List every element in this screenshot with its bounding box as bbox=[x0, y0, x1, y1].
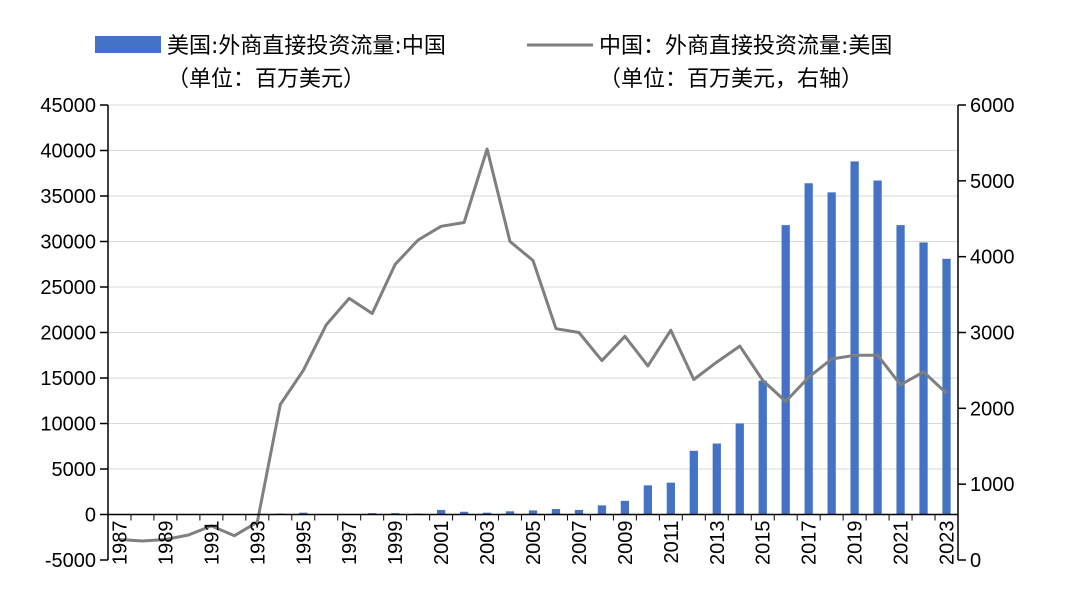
bar-2005 bbox=[528, 510, 538, 515]
x-tick-label: 1987 bbox=[109, 521, 131, 566]
bar-2008 bbox=[597, 505, 607, 515]
bar-2010 bbox=[643, 485, 652, 515]
gridlines bbox=[108, 104, 958, 470]
bar-2012 bbox=[689, 450, 698, 515]
x-tick-label: 2023 bbox=[937, 521, 959, 566]
legend-bar-unit: （单位：百万美元） bbox=[167, 67, 365, 92]
x-tick-label: 2021 bbox=[891, 521, 913, 566]
bar-2013 bbox=[712, 443, 721, 515]
bar-2019 bbox=[850, 161, 859, 515]
legend: 美国:外商直接投资流量:中国 （单位：百万美元） 中国：外商直接投资流量:美国 … bbox=[95, 34, 892, 92]
bar-2007 bbox=[574, 509, 584, 515]
bar-2014 bbox=[735, 423, 744, 515]
bar-2015 bbox=[758, 380, 767, 515]
line-series bbox=[119, 147, 948, 543]
x-tick-label: 1989 bbox=[155, 521, 177, 566]
left-tick-label: 10000 bbox=[40, 414, 96, 436]
left-axis-ticks: 45000 40000 35000 30000 25000 20000 15000 10000… bbox=[40, 95, 108, 572]
left-tick-label: 5000 bbox=[52, 459, 97, 481]
bar-2001 bbox=[436, 509, 446, 515]
right-tick-label: 2000 bbox=[970, 398, 1015, 420]
bar-2004 bbox=[505, 511, 515, 515]
x-tick-label: 2011 bbox=[661, 521, 683, 564]
x-tick-label: 2019 bbox=[845, 521, 867, 566]
bar-2011 bbox=[666, 482, 675, 515]
bar-series bbox=[276, 161, 951, 515]
left-tick-label: 25000 bbox=[40, 277, 96, 299]
left-tick-label: 30000 bbox=[40, 232, 96, 254]
bar-1995 bbox=[299, 512, 308, 515]
right-tick-label: 6000 bbox=[970, 95, 1015, 117]
left-tick-label: -5000 bbox=[45, 550, 96, 572]
legend-line-unit: （单位：百万美元，右轴） bbox=[599, 67, 863, 92]
bar-2016 bbox=[781, 225, 790, 515]
left-tick-label: 45000 bbox=[40, 95, 96, 117]
x-axis-ticks: 1987 1989 1991 1993 1995 1997 1999 2001 2003 2005… bbox=[107, 514, 959, 566]
left-tick-label: 20000 bbox=[40, 323, 96, 345]
bar-2018 bbox=[827, 192, 836, 515]
bar-2023 bbox=[942, 258, 951, 515]
right-axis-ticks: 6000 5000 4000 3000 2000 1000 0 bbox=[958, 95, 1015, 572]
x-tick-label: 2003 bbox=[477, 521, 499, 566]
bar-2017 bbox=[804, 183, 813, 515]
x-tick-label: 1999 bbox=[385, 521, 407, 566]
right-tick-label: 1000 bbox=[970, 474, 1015, 496]
left-tick-label: 35000 bbox=[40, 186, 96, 208]
right-tick-label: 5000 bbox=[970, 171, 1015, 193]
x-tick-label: 1997 bbox=[339, 521, 361, 566]
x-tick-label: 1995 bbox=[293, 521, 315, 566]
x-tick-label: 2009 bbox=[615, 521, 637, 566]
bar-2020 bbox=[873, 180, 882, 515]
legend-bar-label: 美国:外商直接投资流量:中国 bbox=[167, 34, 446, 59]
bar-2002 bbox=[459, 511, 469, 515]
legend-line-label: 中国：外商直接投资流量:美国 bbox=[599, 34, 892, 59]
line-path bbox=[119, 147, 948, 543]
x-tick-label: 1993 bbox=[247, 521, 269, 566]
left-tick-label: 40000 bbox=[40, 141, 96, 163]
bar-2003 bbox=[482, 512, 492, 515]
bar-2021 bbox=[896, 225, 905, 515]
right-tick-label: 0 bbox=[970, 550, 981, 572]
x-tick-label: 2007 bbox=[569, 521, 591, 566]
right-tick-label: 3000 bbox=[970, 323, 1015, 345]
left-tick-label: 0 bbox=[85, 505, 96, 527]
x-tick-label: 1991 bbox=[201, 521, 223, 566]
legend-bar-swatch bbox=[95, 36, 161, 53]
bar-2022 bbox=[919, 242, 928, 515]
x-tick-label: 2017 bbox=[799, 521, 821, 566]
bar-2009 bbox=[620, 500, 630, 515]
x-tick-label: 2005 bbox=[523, 521, 545, 566]
left-tick-label: 15000 bbox=[40, 368, 96, 390]
x-tick-label: 2013 bbox=[707, 521, 729, 566]
bar-2006 bbox=[551, 509, 561, 515]
x-tick-label: 2001 bbox=[431, 521, 453, 566]
x-tick-label: 2015 bbox=[753, 521, 775, 566]
right-tick-label: 4000 bbox=[970, 247, 1015, 269]
